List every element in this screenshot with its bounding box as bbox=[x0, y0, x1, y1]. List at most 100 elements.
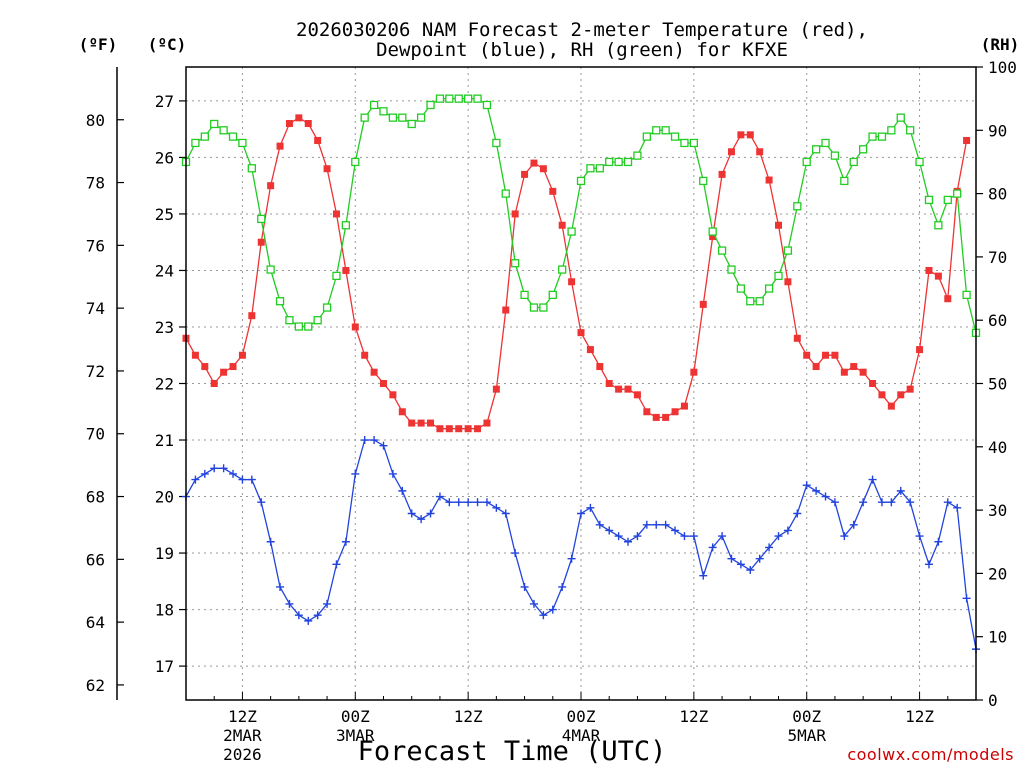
data-point bbox=[643, 408, 651, 416]
data-point bbox=[887, 126, 896, 135]
data-point bbox=[662, 413, 670, 421]
data-point bbox=[342, 266, 350, 274]
data-point bbox=[558, 582, 567, 591]
data-point bbox=[473, 498, 482, 507]
data-point bbox=[201, 363, 209, 371]
rh-axis: 0 10 20 30 40 50 60 70 80 90 100 bbox=[976, 58, 1017, 710]
data-point bbox=[501, 509, 510, 518]
data-point bbox=[210, 464, 219, 473]
data-point bbox=[567, 554, 576, 563]
data-point bbox=[652, 413, 660, 421]
data-point bbox=[849, 157, 858, 167]
data-point bbox=[765, 543, 774, 552]
data-point bbox=[482, 100, 492, 110]
data-point bbox=[859, 498, 868, 507]
data-point bbox=[398, 113, 407, 122]
celsius-axis: 17 18 19 20 21 22 23 24 25 26 27 bbox=[155, 92, 186, 676]
data-point bbox=[285, 120, 293, 128]
data-point bbox=[783, 246, 793, 255]
data-point bbox=[455, 425, 463, 433]
time-tick-label: 12Z bbox=[454, 707, 483, 726]
data-point bbox=[219, 126, 228, 135]
time-tick-label: 12Z bbox=[228, 707, 257, 726]
data-point bbox=[521, 170, 529, 178]
data-point bbox=[699, 300, 707, 308]
date-tick-label: 5MAR bbox=[787, 726, 826, 745]
data-point bbox=[793, 202, 802, 211]
data-point bbox=[878, 391, 886, 399]
data-point bbox=[267, 182, 275, 190]
data-point bbox=[398, 408, 406, 416]
data-point bbox=[915, 157, 924, 167]
data-point bbox=[464, 498, 473, 507]
data-point bbox=[896, 486, 905, 495]
fahrenheit-tick-label: 80 bbox=[86, 111, 105, 130]
data-point bbox=[370, 368, 378, 376]
data-point bbox=[229, 469, 238, 478]
data-point bbox=[840, 176, 849, 186]
data-point bbox=[426, 100, 435, 110]
data-point bbox=[435, 492, 444, 501]
series-line bbox=[185, 117, 968, 430]
series-line bbox=[185, 439, 977, 650]
data-point bbox=[257, 498, 266, 507]
data-point bbox=[229, 363, 237, 371]
data-point bbox=[821, 138, 830, 148]
data-point bbox=[727, 554, 736, 563]
data-point bbox=[906, 126, 915, 135]
rh-tick-label: 70 bbox=[988, 248, 1007, 267]
data-point bbox=[727, 148, 735, 156]
fahrenheit-tick-label: 70 bbox=[86, 425, 105, 444]
data-point bbox=[802, 481, 811, 490]
fahrenheit-tick-label: 72 bbox=[86, 362, 105, 381]
rh-axis-label: (RH) bbox=[981, 35, 1020, 54]
data-point bbox=[304, 616, 313, 625]
data-point bbox=[520, 290, 529, 300]
data-point bbox=[962, 290, 971, 300]
data-point bbox=[445, 94, 454, 103]
data-point bbox=[793, 509, 802, 518]
data-point bbox=[408, 419, 416, 427]
data-point bbox=[736, 284, 746, 293]
data-point bbox=[822, 351, 830, 359]
data-point bbox=[746, 566, 755, 575]
data-point bbox=[332, 560, 341, 569]
data-point bbox=[482, 498, 491, 507]
data-point bbox=[511, 549, 520, 558]
data-point bbox=[511, 210, 519, 218]
data-point bbox=[934, 537, 943, 546]
data-point bbox=[351, 323, 359, 331]
data-point bbox=[568, 278, 576, 286]
data-point bbox=[417, 515, 426, 524]
data-point bbox=[963, 136, 971, 144]
data-point bbox=[558, 265, 567, 274]
data-point bbox=[755, 297, 764, 306]
data-point bbox=[266, 265, 275, 274]
x-axis-title: Forecast Time (UTC) bbox=[358, 736, 667, 767]
data-point bbox=[483, 419, 491, 427]
data-point bbox=[680, 532, 689, 541]
data-point bbox=[614, 532, 623, 541]
data-point bbox=[210, 119, 219, 129]
data-point bbox=[445, 425, 453, 433]
data-point bbox=[605, 526, 614, 535]
data-point bbox=[934, 221, 943, 230]
data-point bbox=[906, 385, 914, 393]
data-point bbox=[802, 157, 811, 167]
data-point bbox=[539, 165, 547, 173]
data-point bbox=[548, 605, 557, 614]
data-point bbox=[803, 351, 811, 359]
rh-tick-label: 20 bbox=[988, 564, 1007, 583]
data-point bbox=[191, 475, 200, 484]
data-point bbox=[652, 126, 661, 135]
data-point bbox=[435, 94, 445, 103]
data-point bbox=[944, 295, 952, 303]
data-point bbox=[454, 498, 463, 507]
rh-tick-label: 100 bbox=[988, 58, 1017, 77]
data-point bbox=[812, 363, 820, 371]
data-point bbox=[492, 385, 500, 393]
data-point bbox=[887, 498, 896, 507]
data-point bbox=[586, 503, 595, 512]
data-point bbox=[943, 498, 952, 507]
